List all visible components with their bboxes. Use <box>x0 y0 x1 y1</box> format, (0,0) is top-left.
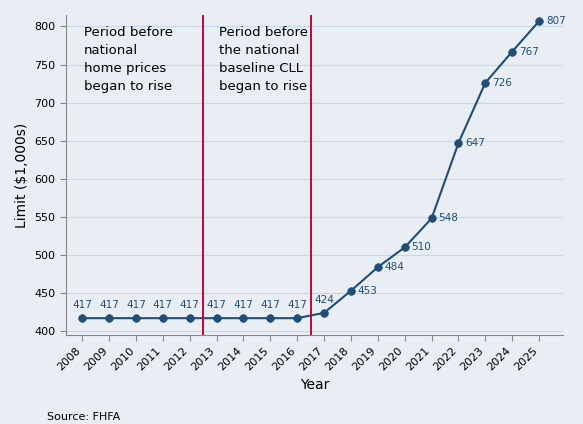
Text: Period before
national
home prices
began to rise: Period before national home prices began… <box>83 26 173 93</box>
Text: 417: 417 <box>206 300 227 310</box>
Text: 417: 417 <box>72 300 92 310</box>
Text: 453: 453 <box>358 286 378 296</box>
Text: 417: 417 <box>234 300 254 310</box>
Text: 417: 417 <box>153 300 173 310</box>
Text: 767: 767 <box>519 47 539 56</box>
Text: 424: 424 <box>314 295 334 304</box>
Text: 417: 417 <box>180 300 199 310</box>
Text: 417: 417 <box>287 300 307 310</box>
Text: 807: 807 <box>546 16 566 26</box>
Y-axis label: Limit ($1,000s): Limit ($1,000s) <box>15 123 29 228</box>
Text: 647: 647 <box>465 138 485 148</box>
Text: 417: 417 <box>99 300 119 310</box>
Text: 726: 726 <box>492 78 512 88</box>
X-axis label: Year: Year <box>300 378 329 392</box>
Text: Period before
the national
baseline CLL
began to rise: Period before the national baseline CLL … <box>219 26 308 93</box>
Text: 484: 484 <box>385 262 405 272</box>
Text: 548: 548 <box>438 213 458 223</box>
Text: 417: 417 <box>261 300 280 310</box>
Text: 417: 417 <box>126 300 146 310</box>
Text: Source: FHFA: Source: FHFA <box>47 412 120 422</box>
Text: 510: 510 <box>412 243 431 252</box>
